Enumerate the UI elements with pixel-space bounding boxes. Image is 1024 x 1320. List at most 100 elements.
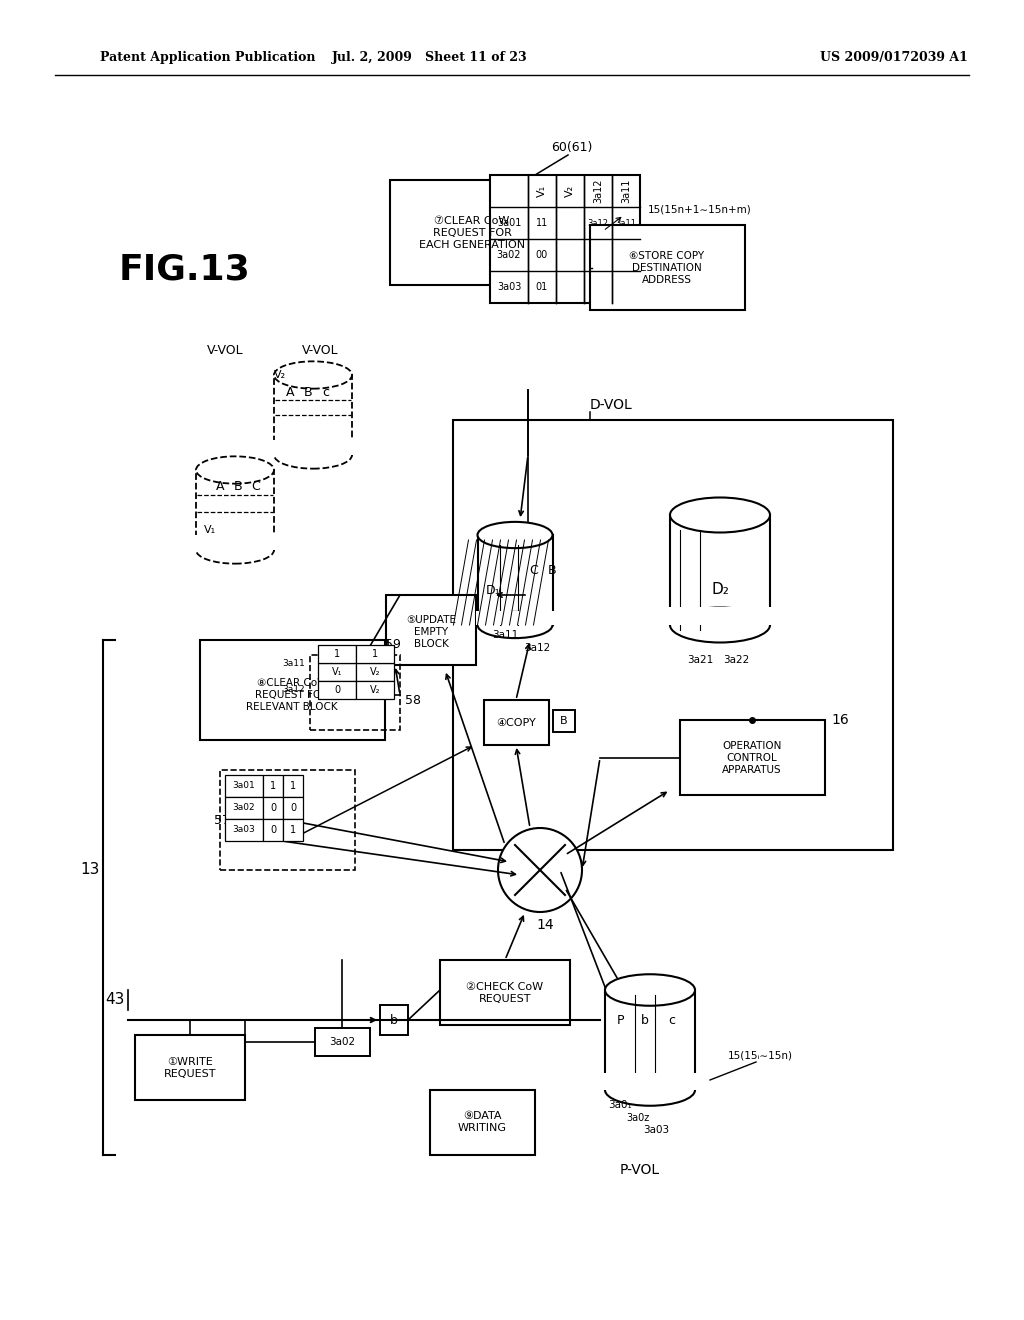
Text: 3a12: 3a12 (588, 219, 608, 227)
Text: B: B (560, 715, 568, 726)
Text: V-VOL: V-VOL (207, 343, 244, 356)
Bar (225, 818, 263, 841)
Text: D₁: D₁ (485, 583, 501, 597)
Text: c: c (669, 1014, 676, 1027)
Bar (200, 640, 385, 741)
Text: 59: 59 (385, 639, 401, 652)
Text: 3a03: 3a03 (232, 825, 255, 834)
Bar (356, 645, 394, 663)
Bar (553, 710, 575, 733)
Text: ⑧CLEAR CoW
REQUEST FOR
RELEVANT BLOCK: ⑧CLEAR CoW REQUEST FOR RELEVANT BLOCK (246, 678, 338, 711)
Ellipse shape (670, 607, 770, 643)
Text: 15(15n+1∼15n+m): 15(15n+1∼15n+m) (648, 205, 752, 215)
Text: Jul. 2, 2009   Sheet 11 of 23: Jul. 2, 2009 Sheet 11 of 23 (332, 51, 527, 65)
Bar (453, 420, 893, 850)
Bar (135, 1035, 245, 1100)
Bar (668, 606, 772, 624)
Bar (225, 775, 263, 797)
Bar (263, 775, 283, 797)
Bar (283, 818, 303, 841)
Text: ⑨DATA
WRITING: ⑨DATA WRITING (458, 1111, 507, 1133)
Circle shape (498, 828, 582, 912)
Bar (477, 535, 553, 624)
Text: FIG.13: FIG.13 (119, 253, 251, 286)
Bar (274, 375, 352, 455)
Text: C: C (529, 564, 539, 577)
Ellipse shape (274, 362, 352, 388)
Text: 13: 13 (80, 862, 99, 878)
Text: D₂: D₂ (711, 582, 729, 598)
Bar (430, 1090, 535, 1155)
Bar (225, 797, 263, 818)
Ellipse shape (274, 441, 352, 469)
Bar (318, 663, 356, 681)
Text: 01: 01 (536, 282, 548, 292)
Text: 3a11: 3a11 (283, 659, 305, 668)
Text: 3a01: 3a01 (497, 218, 521, 228)
Text: 43: 43 (105, 993, 125, 1007)
Text: A: A (286, 385, 294, 399)
Text: c: c (323, 385, 330, 399)
Ellipse shape (605, 974, 695, 1006)
Bar (380, 1005, 408, 1035)
Text: 1: 1 (290, 825, 296, 836)
Text: V₁: V₁ (332, 667, 342, 677)
Bar (356, 681, 394, 700)
Bar (220, 770, 355, 870)
Bar (263, 818, 283, 841)
Text: V₂: V₂ (565, 185, 575, 197)
Ellipse shape (605, 1074, 695, 1106)
Text: Patent Application Publication: Patent Application Publication (100, 51, 315, 65)
Text: B: B (304, 385, 312, 399)
Text: 3a12: 3a12 (283, 685, 305, 694)
Text: V₁: V₁ (204, 525, 216, 535)
Text: 3a02: 3a02 (329, 1038, 355, 1047)
Text: 3a22: 3a22 (723, 655, 750, 665)
Text: 3a03: 3a03 (497, 282, 521, 292)
Bar (475, 611, 555, 624)
Text: 1: 1 (290, 781, 296, 791)
Text: 1: 1 (334, 649, 340, 659)
Text: ⑤UPDATE
EMPTY
BLOCK: ⑤UPDATE EMPTY BLOCK (406, 615, 456, 648)
Text: P: P (616, 1014, 624, 1027)
Bar (440, 960, 570, 1026)
Bar (603, 1073, 697, 1090)
Ellipse shape (196, 457, 274, 483)
Text: 3a12: 3a12 (524, 643, 550, 653)
Ellipse shape (477, 612, 553, 638)
Text: ①WRITE
REQUEST: ①WRITE REQUEST (164, 1057, 216, 1078)
Text: D-VOL: D-VOL (590, 399, 633, 412)
Bar (670, 515, 770, 624)
Bar (605, 990, 695, 1090)
Bar (310, 655, 400, 730)
Text: 3a11: 3a11 (621, 178, 631, 203)
Text: 0: 0 (270, 825, 276, 836)
Text: b: b (641, 1014, 649, 1027)
Bar (318, 681, 356, 700)
Text: 0: 0 (334, 685, 340, 696)
Text: V₂: V₂ (370, 685, 380, 696)
Text: B: B (233, 479, 243, 492)
Text: 3a02: 3a02 (497, 249, 521, 260)
Bar (484, 700, 549, 744)
Text: 58: 58 (406, 693, 421, 706)
Text: 1: 1 (270, 781, 276, 791)
Bar (283, 797, 303, 818)
Text: 3a12: 3a12 (593, 178, 603, 203)
Bar (390, 180, 555, 285)
Text: V₂: V₂ (274, 370, 286, 380)
Text: 3a0z: 3a0z (627, 1113, 649, 1123)
Bar (283, 775, 303, 797)
Bar (196, 470, 274, 550)
Text: A: A (216, 479, 224, 492)
Text: 3a11: 3a11 (492, 630, 518, 640)
Ellipse shape (477, 521, 553, 548)
Text: 0: 0 (270, 803, 276, 813)
Bar (194, 536, 276, 550)
Text: 15(15ᵢ∼15n): 15(15ᵢ∼15n) (727, 1049, 793, 1060)
Bar (272, 441, 354, 455)
Bar (318, 645, 356, 663)
Text: 00: 00 (536, 249, 548, 260)
Bar (386, 595, 476, 665)
Bar (590, 224, 745, 310)
